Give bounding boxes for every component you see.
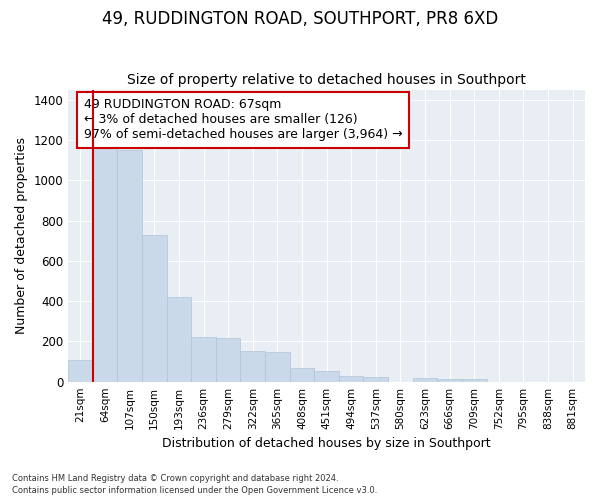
Bar — [290, 368, 314, 382]
Y-axis label: Number of detached properties: Number of detached properties — [15, 137, 28, 334]
Bar — [241, 352, 265, 382]
Bar — [314, 371, 339, 382]
X-axis label: Distribution of detached houses by size in Southport: Distribution of detached houses by size … — [162, 437, 491, 450]
Text: Contains HM Land Registry data © Crown copyright and database right 2024.
Contai: Contains HM Land Registry data © Crown c… — [12, 474, 377, 495]
Bar — [216, 338, 241, 382]
Bar — [339, 376, 364, 382]
Text: 49, RUDDINGTON ROAD, SOUTHPORT, PR8 6XD: 49, RUDDINGTON ROAD, SOUTHPORT, PR8 6XD — [102, 10, 498, 28]
Bar — [462, 378, 487, 382]
Bar — [93, 148, 118, 382]
Bar — [437, 379, 462, 382]
Bar — [142, 234, 167, 382]
Bar — [364, 376, 388, 382]
Bar — [118, 150, 142, 382]
Title: Size of property relative to detached houses in Southport: Size of property relative to detached ho… — [127, 73, 526, 87]
Bar — [68, 360, 93, 382]
Bar — [167, 297, 191, 382]
Bar — [413, 378, 437, 382]
Bar — [265, 352, 290, 382]
Bar — [191, 338, 216, 382]
Text: 49 RUDDINGTON ROAD: 67sqm
← 3% of detached houses are smaller (126)
97% of semi-: 49 RUDDINGTON ROAD: 67sqm ← 3% of detach… — [83, 98, 402, 142]
